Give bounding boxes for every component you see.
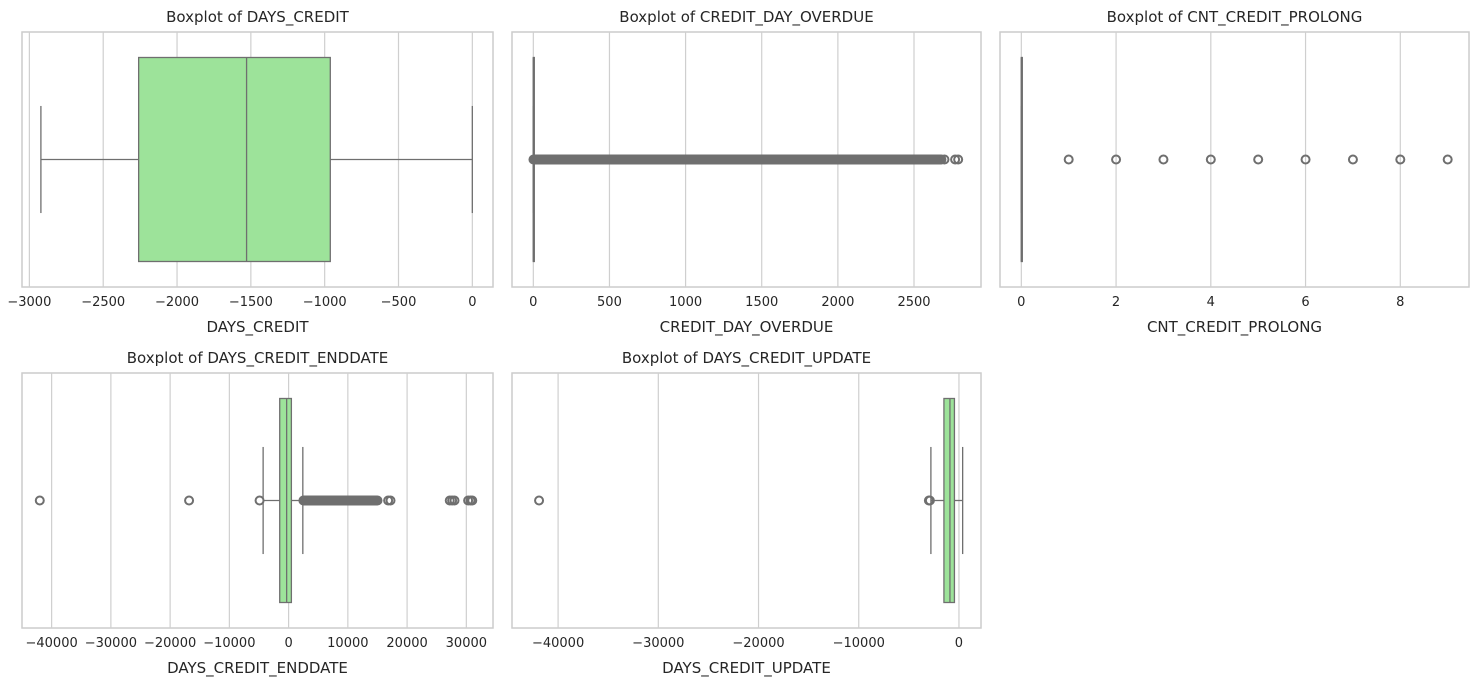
boxplot-panel: −40000 −30000 −20000 −10000 0 Boxplot of DAYS…	[511, 349, 982, 678]
chart-title: Boxplot of DAYS_CREDIT_UPDATE	[622, 349, 871, 368]
outlier-point	[254, 495, 265, 506]
boxplot-panel: −40000 −30000 −20000 −10000 0 10000 20000 30000…	[21, 349, 494, 678]
outlier-point	[1253, 154, 1264, 165]
chart-title: Boxplot of CNT_CREDIT_PROLONG	[1107, 8, 1363, 27]
x-tick-label: 0	[1017, 295, 1025, 310]
x-tick-label: 20000	[386, 636, 427, 651]
iqr-box	[279, 397, 293, 604]
plot-frame	[511, 372, 982, 629]
x-tick-label: −40000	[25, 636, 77, 651]
plot-frame	[999, 31, 1470, 288]
outlier-point	[1063, 154, 1074, 165]
x-tick-label: 1000	[669, 295, 702, 310]
outlier-point	[385, 495, 396, 506]
x-tick-label: −3000	[7, 295, 51, 310]
x-tick-label: −30000	[632, 636, 684, 651]
boxplot-panel: −3000 −2500 −2000 −1500 −1000 −500 0 Boxplot of…	[7, 8, 494, 337]
outlier-point	[534, 495, 545, 506]
outlier-point	[1442, 154, 1453, 165]
x-tick-label: −20000	[144, 636, 196, 651]
x-tick-label: −30000	[85, 636, 137, 651]
chart-title: Boxplot of DAYS_CREDIT_ENDDATE	[127, 349, 388, 368]
x-tick-label: 8	[1396, 295, 1404, 310]
outlier-point	[1300, 154, 1311, 165]
x-tick-label: 10000	[327, 636, 368, 651]
x-tick-label: 2000	[821, 295, 854, 310]
x-axis-label: DAYS_CREDIT_ENDDATE	[167, 659, 348, 678]
x-tick-label: −40000	[532, 636, 584, 651]
outlier-point	[449, 495, 460, 506]
x-tick-label: −500	[381, 295, 417, 310]
x-tick-label: 1500	[745, 295, 778, 310]
outlier-point	[1395, 154, 1406, 165]
outlier-point	[1111, 154, 1122, 165]
x-tick-label: −1500	[229, 295, 273, 310]
x-tick-label: 0	[529, 295, 537, 310]
x-axis-label: DAYS_CREDIT	[206, 318, 309, 337]
x-tick-label: −10000	[833, 636, 885, 651]
boxplot-panel: 0 2 4 6 8 Boxplot of CNT_CREDIT_PROLONG CNT_CR…	[999, 8, 1470, 337]
outlier-point	[1158, 154, 1169, 165]
plot-frame	[21, 372, 494, 629]
x-tick-label: −2500	[81, 295, 125, 310]
outlier-point	[467, 495, 478, 506]
x-tick-label: −20000	[732, 636, 784, 651]
outlier-point	[1205, 154, 1216, 165]
iqr-box	[137, 56, 331, 263]
x-tick-label: 4	[1207, 295, 1215, 310]
outlier-point	[939, 154, 950, 165]
x-tick-label: −1000	[303, 295, 347, 310]
x-axis-label: CNT_CREDIT_PROLONG	[1147, 318, 1322, 337]
x-tick-label: 2500	[897, 295, 930, 310]
outlier-point	[923, 495, 934, 506]
x-tick-label: 30000	[446, 636, 487, 651]
outlier-point	[34, 495, 45, 506]
x-tick-label: 0	[468, 295, 476, 310]
x-tick-label: 0	[955, 636, 963, 651]
outlier-point	[184, 495, 195, 506]
x-tick-label: −10000	[203, 636, 255, 651]
x-tick-label: 6	[1301, 295, 1309, 310]
x-tick-label: 0	[284, 636, 292, 651]
outlier-point	[1347, 154, 1358, 165]
x-axis-label: CREDIT_DAY_OVERDUE	[660, 318, 834, 337]
boxplot-panel: 0 500 1000 1500 2000 2500 Boxplot of CREDIT_DA…	[511, 8, 982, 337]
chart-title: Boxplot of DAYS_CREDIT	[166, 8, 350, 27]
x-tick-label: 500	[597, 295, 622, 310]
x-axis-label: DAYS_CREDIT_UPDATE	[662, 659, 831, 678]
iqr-box	[943, 397, 956, 604]
outlier-point	[950, 154, 961, 165]
outlier-point	[953, 154, 964, 165]
x-tick-label: 2	[1112, 295, 1120, 310]
x-tick-label: −2000	[155, 295, 199, 310]
chart-title: Boxplot of CREDIT_DAY_OVERDUE	[619, 8, 873, 27]
